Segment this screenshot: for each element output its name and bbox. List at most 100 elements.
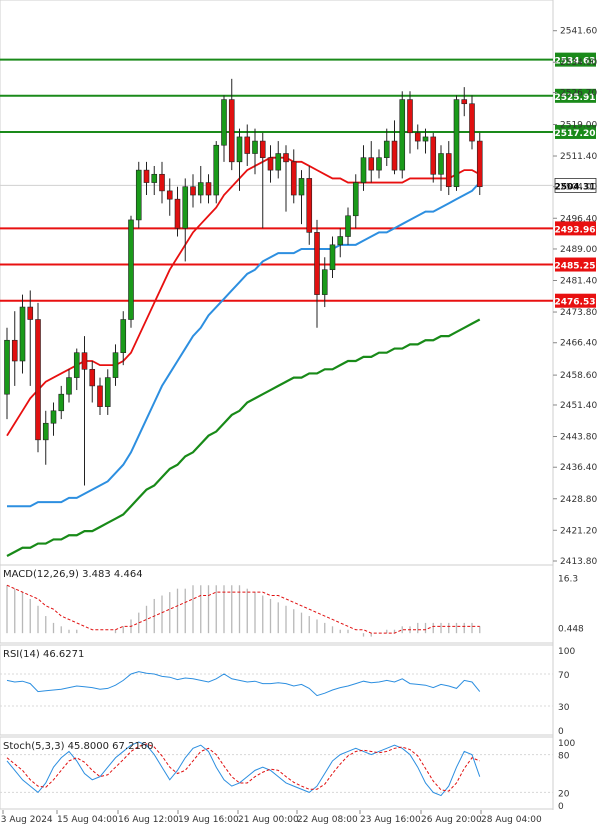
macd-tick-label-1: 0.448 <box>558 625 584 635</box>
candle-body-34[interactable] <box>267 157 274 171</box>
candle-body-17[interactable] <box>135 169 142 221</box>
candle-body-18[interactable] <box>143 169 150 183</box>
candle-body-0[interactable] <box>4 339 10 395</box>
candle-body-35[interactable] <box>275 153 282 171</box>
candle-body-22[interactable] <box>174 198 181 229</box>
candle-body-12[interactable] <box>97 385 103 407</box>
candle-body-5[interactable] <box>42 422 49 441</box>
candle-body-59[interactable] <box>461 99 468 105</box>
candle-body-54[interactable] <box>422 136 429 142</box>
candle-body-28[interactable] <box>221 99 227 146</box>
candle-body-47[interactable] <box>368 157 375 171</box>
candle-body-23[interactable] <box>182 186 189 229</box>
candle-body-4[interactable] <box>35 319 41 441</box>
x-tick-label-2: 16 Aug 12:00 <box>118 815 179 825</box>
current-price-label: 2504.31 <box>555 182 596 192</box>
price-tick-label-0: 2541.60 <box>560 27 597 37</box>
candle-body-10[interactable] <box>81 352 88 370</box>
x-tick-label-8: 28 Aug 04:00 <box>481 815 542 825</box>
level-label-2: 2517.20 <box>555 129 596 139</box>
candle-body-38[interactable] <box>298 178 305 196</box>
stoch-tick-label-2: 20 <box>558 789 570 799</box>
level-label-4: 2485.25 <box>555 262 596 272</box>
candle-body-11[interactable] <box>89 368 96 387</box>
rsi-line <box>6 671 481 697</box>
candle-body-42[interactable] <box>329 244 336 271</box>
level-label-bg-5 <box>555 293 596 308</box>
candle-body-2[interactable] <box>19 306 26 362</box>
candle-body-26[interactable] <box>205 182 212 196</box>
candle-body-33[interactable] <box>259 140 266 158</box>
candle-body-13[interactable] <box>104 377 111 407</box>
candle-body-1[interactable] <box>11 339 18 362</box>
candle-body-37[interactable] <box>290 161 297 196</box>
ma-green-line <box>6 318 481 557</box>
candle-body-51[interactable] <box>399 99 406 171</box>
price-tick-label-15: 2428.80 <box>560 495 597 505</box>
level-label-bg-3 <box>555 221 596 236</box>
candle-body-41[interactable] <box>321 269 328 295</box>
candle-body-60[interactable] <box>469 103 475 142</box>
rsi-tick-label-1: 70 <box>558 671 570 681</box>
candle-body-43[interactable] <box>337 236 344 246</box>
candle-body-21[interactable] <box>166 190 173 200</box>
candle-body-25[interactable] <box>197 182 204 196</box>
x-tick-label-6: 23 Aug 16:00 <box>360 815 421 825</box>
price-tick-label-17: 2413.80 <box>560 557 597 567</box>
candle-body-61[interactable] <box>476 140 483 188</box>
candle-body-48[interactable] <box>376 157 382 171</box>
candle-body-16[interactable] <box>128 219 134 320</box>
stoch-k-line <box>6 741 481 797</box>
candle-body-32[interactable] <box>252 140 258 154</box>
level-label-bg-1 <box>555 88 596 103</box>
price-tick-label-2: 2526.70 <box>560 89 597 99</box>
candle-body-3[interactable] <box>27 306 34 320</box>
candle-body-49[interactable] <box>383 140 390 158</box>
candle-body-40[interactable] <box>314 232 320 295</box>
candle-body-57[interactable] <box>445 153 452 188</box>
candle-body-55[interactable] <box>430 136 437 175</box>
candle-body-36[interactable] <box>283 153 289 163</box>
price-tick-label-14: 2436.40 <box>560 463 597 473</box>
candle-body-50[interactable] <box>391 140 398 171</box>
price-tick-label-7: 2489.00 <box>560 245 597 255</box>
candle-body-39[interactable] <box>306 178 313 233</box>
candle-body-19[interactable] <box>151 173 158 183</box>
candle-body-24[interactable] <box>190 186 196 196</box>
candle-body-9[interactable] <box>73 352 80 378</box>
candle-body-27[interactable] <box>213 144 220 196</box>
price-tick-label-12: 2451.40 <box>560 401 597 411</box>
candle-body-14[interactable] <box>112 352 119 378</box>
candle-body-56[interactable] <box>438 153 444 175</box>
level-label-1: 2525.91 <box>555 93 596 103</box>
candle-body-52[interactable] <box>407 99 413 134</box>
x-tick-label-3: 19 Aug 16:00 <box>178 815 239 825</box>
price-tick-label-4: 2511.40 <box>560 152 597 162</box>
candle-body-8[interactable] <box>66 377 72 395</box>
macd-title: MACD(12,26,9) 3.483 4.464 <box>3 569 143 580</box>
candle-body-29[interactable] <box>228 99 235 163</box>
candle-body-31[interactable] <box>244 136 251 154</box>
stoch-tick-label-0: 100 <box>558 739 575 749</box>
candle-body-6[interactable] <box>50 410 57 424</box>
level-label-5: 2476.53 <box>555 298 596 308</box>
x-tick-label-0: 13 Aug 2024 <box>0 815 53 825</box>
candle-body-45[interactable] <box>352 182 359 217</box>
candle-body-44[interactable] <box>345 215 351 237</box>
price-tick-label-6: 2496.40 <box>560 214 597 224</box>
candle-body-53[interactable] <box>414 132 421 142</box>
price-tick-label-10: 2466.40 <box>560 339 597 349</box>
rsi-tick-label-3: 0 <box>558 727 564 737</box>
candle-body-58[interactable] <box>453 99 460 188</box>
candle-body-15[interactable] <box>120 319 127 353</box>
candle-body-20[interactable] <box>159 173 165 192</box>
candle-body-46[interactable] <box>360 157 367 183</box>
candle-body-7[interactable] <box>58 393 65 412</box>
level-label-bg-4 <box>555 257 596 272</box>
price-tick-label-5: 2504.00 <box>560 183 597 193</box>
candle-body-30[interactable] <box>236 136 243 163</box>
level-label-bg-0 <box>555 52 596 67</box>
current-price-bg <box>554 178 597 193</box>
stoch-tick-label-3: 0 <box>558 802 564 812</box>
